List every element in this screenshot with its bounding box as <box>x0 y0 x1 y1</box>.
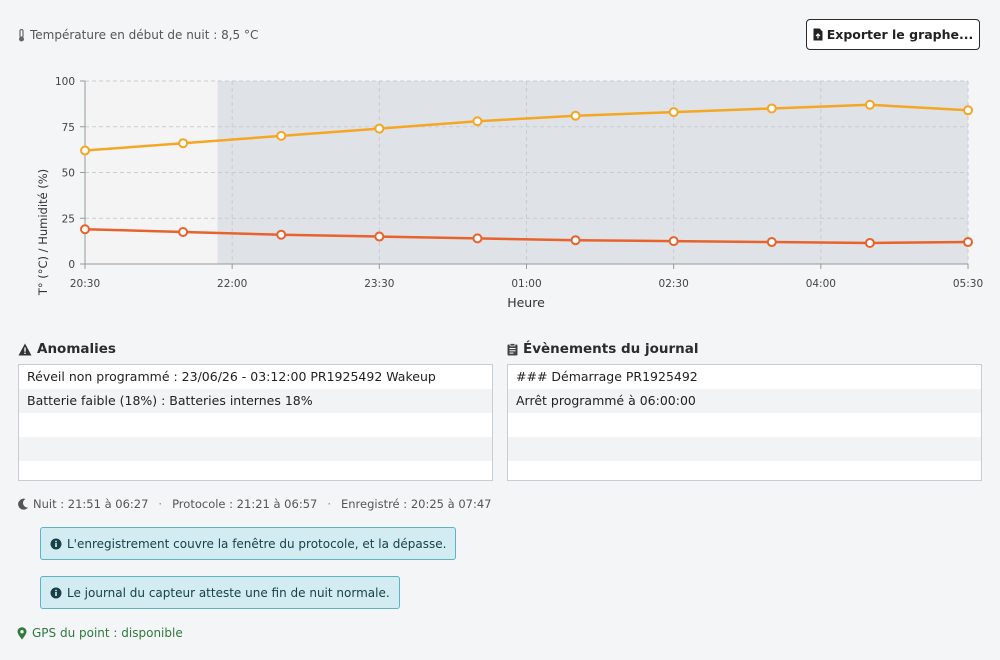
y-tick-label: 50 <box>62 168 75 180</box>
file-export-icon <box>813 28 823 41</box>
list-item[interactable] <box>508 461 981 480</box>
y-axis-label: T° (°C) / Humidité (%) <box>36 169 50 296</box>
info-alert-journal: Le journal du capteur atteste une fin de… <box>40 576 400 609</box>
data-point[interactable] <box>766 103 777 114</box>
gps-status-text: GPS du point : disponible <box>32 626 183 640</box>
data-point[interactable] <box>472 233 483 244</box>
warning-icon <box>18 343 32 356</box>
list-item[interactable]: ### Démarrage PR1925492 <box>516 369 698 384</box>
list-item[interactable] <box>19 461 492 480</box>
x-tick-label: 05:30 <box>953 278 983 290</box>
temperature-humidity-chart: 0 25 50 75 100 20:30 22:00 23:30 01:00 02:30 04:0… <box>36 76 983 310</box>
list-item[interactable] <box>19 413 492 437</box>
protocol-window: Protocole : 21:21 à 06:57 <box>172 497 318 511</box>
anomalies-title: Anomalies <box>18 341 116 357</box>
export-chart-label: Exporter le graphe... <box>826 27 974 42</box>
info-alert-coverage: L'enregistrement couvre la fenêtre du pr… <box>40 527 457 560</box>
data-point[interactable] <box>864 237 875 248</box>
info-alert-text: L'enregistrement couvre la fenêtre du pr… <box>67 536 447 551</box>
data-point[interactable] <box>276 229 287 240</box>
moon-icon <box>17 498 29 510</box>
list-item[interactable]: Batterie faible (18%) : Batteries intern… <box>19 389 492 413</box>
events-title: Évènements du journal <box>507 341 698 357</box>
y-tick-label: 0 <box>68 259 75 271</box>
time-summary: Nuit : 21:51 à 06:27 · Protocole : 21:21… <box>17 497 491 511</box>
data-point[interactable] <box>276 130 287 141</box>
data-point[interactable] <box>374 123 385 134</box>
y-tick-label: 100 <box>55 76 75 88</box>
events-title-text: Évènements du journal <box>523 341 699 357</box>
clipboard-icon <box>507 342 518 356</box>
x-tick-label: 20:30 <box>70 278 100 290</box>
x-tick-label: 02:30 <box>659 278 689 290</box>
list-item[interactable] <box>19 437 492 461</box>
separator: · <box>158 497 163 511</box>
x-tick-label: 01:00 <box>511 278 541 290</box>
data-point[interactable] <box>570 110 581 121</box>
temperature-note: Température en début de nuit : 8,5 °C <box>17 28 258 42</box>
y-tick-labels: 0 25 50 75 100 <box>55 76 85 271</box>
map-pin-icon <box>17 626 27 640</box>
list-item[interactable] <box>508 437 981 461</box>
x-tick-label: 22:00 <box>217 278 247 290</box>
list-item[interactable]: Réveil non programmé : 23/06/26 - 03:12:… <box>27 369 436 384</box>
data-point[interactable] <box>570 235 581 246</box>
data-point[interactable] <box>178 226 189 237</box>
x-tick-label: 23:30 <box>364 278 394 290</box>
data-point[interactable] <box>766 237 777 248</box>
data-point[interactable] <box>963 237 973 248</box>
anomalies-list[interactable]: Réveil non programmé : 23/06/26 - 03:12:… <box>18 364 493 481</box>
gps-status: GPS du point : disponible <box>17 626 183 640</box>
series-line-1 <box>84 227 969 245</box>
x-axis-label: Heure <box>507 295 545 310</box>
info-icon <box>50 538 62 550</box>
y-tick-label: 25 <box>62 213 75 225</box>
info-icon <box>50 587 62 599</box>
list-item[interactable] <box>508 413 981 437</box>
data-point[interactable] <box>80 145 90 156</box>
recorded-window: Enregistré : 20:25 à 07:47 <box>340 497 492 511</box>
info-alert-text: Le journal du capteur atteste une fin de… <box>67 585 390 600</box>
data-point[interactable] <box>668 107 679 118</box>
export-chart-button[interactable]: Exporter le graphe... <box>806 19 980 50</box>
separator: · <box>327 497 331 511</box>
list-item[interactable]: Arrêt programmé à 06:00:00 <box>508 389 981 413</box>
data-point[interactable] <box>668 236 679 247</box>
night-window: Nuit : 21:51 à 06:27 <box>33 497 149 511</box>
data-point[interactable] <box>864 99 875 110</box>
y-tick-label: 75 <box>62 122 75 134</box>
data-point[interactable] <box>178 138 189 149</box>
chart-series <box>80 99 973 248</box>
thermometer-icon <box>17 28 26 42</box>
data-point[interactable] <box>963 105 973 116</box>
events-list[interactable]: ### Démarrage PR1925492 Arrêt programmé … <box>507 364 982 481</box>
anomalies-title-text: Anomalies <box>37 341 116 357</box>
x-tick-labels: 20:30 22:00 23:30 01:00 02:30 04:00 05:30 <box>70 264 983 290</box>
series-line-0 <box>84 103 969 152</box>
data-point[interactable] <box>80 224 90 235</box>
data-point[interactable] <box>374 231 385 242</box>
temperature-note-text: Température en début de nuit : 8,5 °C <box>30 28 259 42</box>
data-point[interactable] <box>472 116 483 127</box>
x-tick-label: 04:00 <box>806 278 836 290</box>
